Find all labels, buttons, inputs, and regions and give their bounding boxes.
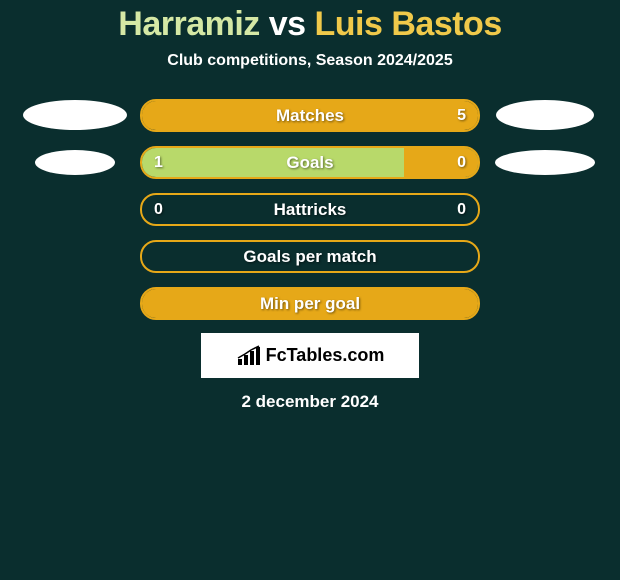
stat-row: Matches5 [0, 98, 620, 132]
stat-value-left: 1 [154, 148, 163, 177]
stat-label: Goals [142, 148, 478, 177]
avatar-slot-left [20, 145, 130, 179]
stat-label: Hattricks [142, 195, 478, 224]
avatar-slot-left [20, 192, 130, 226]
avatar-slot-right [490, 192, 600, 226]
avatar-slot-right [490, 98, 600, 132]
title-player1: Harramiz [118, 5, 260, 43]
stat-value-right: 5 [457, 101, 466, 130]
stat-label: Goals per match [142, 242, 478, 271]
comparison-card: Harramiz vs Luis Bastos Club competition… [0, 0, 620, 412]
stat-value-right: 0 [457, 148, 466, 177]
avatar-slot-right [490, 286, 600, 320]
avatar-slot-right [490, 239, 600, 273]
stat-row: Min per goal [0, 286, 620, 320]
title-player2: Luis Bastos [315, 5, 502, 43]
stat-bar: Matches5 [140, 99, 480, 132]
avatar-slot-left [20, 286, 130, 320]
player-avatar-left [23, 100, 127, 130]
avatar-slot-left [20, 98, 130, 132]
stat-value-left: 0 [154, 195, 163, 224]
stat-label: Min per goal [142, 289, 478, 318]
stat-rows: Matches5Goals10Hattricks00Goals per matc… [0, 98, 620, 320]
avatar-slot-right [490, 145, 600, 179]
stat-row: Hattricks0 0 [0, 192, 620, 226]
stat-row: Goals per match [0, 239, 620, 273]
stat-bar: Min per goal [140, 287, 480, 320]
date-label: 2 december 2024 [0, 392, 620, 412]
brand-text: FcTables.com [266, 345, 385, 366]
stat-bar: Goals1 0 [140, 146, 480, 179]
brand-badge: FcTables.com [201, 333, 419, 378]
subtitle: Club competitions, Season 2024/2025 [0, 52, 620, 70]
stat-label: Matches [142, 101, 478, 130]
player-avatar-left [35, 150, 115, 175]
brand-chart-icon [236, 345, 262, 367]
page-title: Harramiz vs Luis Bastos [0, 5, 620, 44]
stat-bar: Hattricks0 0 [140, 193, 480, 226]
stat-bar: Goals per match [140, 240, 480, 273]
avatar-slot-left [20, 239, 130, 273]
title-vs: vs [269, 5, 306, 43]
player-avatar-right [496, 100, 594, 130]
player-avatar-right [495, 150, 595, 175]
stat-value-right: 0 [457, 195, 466, 224]
stat-row: Goals1 0 [0, 145, 620, 179]
